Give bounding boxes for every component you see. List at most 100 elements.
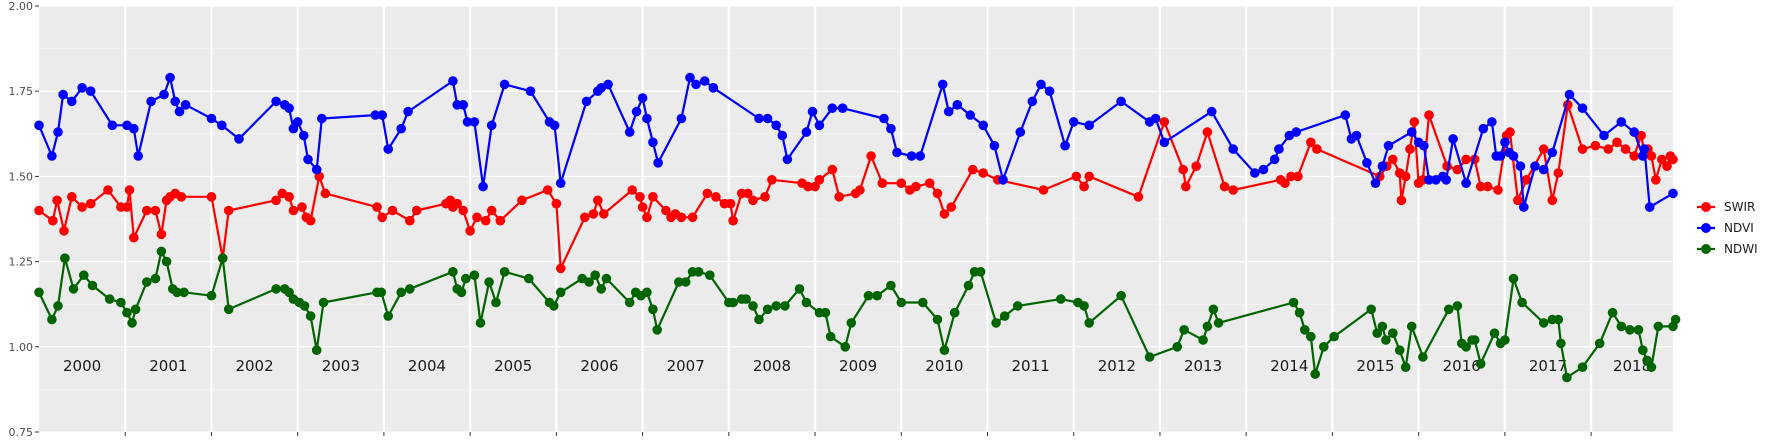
year-label: 2011 <box>1012 357 1050 375</box>
ndvi-point <box>129 123 139 134</box>
ndvi-point <box>886 123 896 134</box>
swir-point <box>687 212 698 223</box>
ndvi-point <box>906 151 917 161</box>
ndwi-point <box>456 287 467 298</box>
ndvi-point <box>1084 120 1094 131</box>
ndvi-point <box>107 120 118 131</box>
ndwi-point <box>1306 331 1316 342</box>
swir-point <box>637 202 648 212</box>
ndwi-point <box>1475 359 1486 369</box>
swir-point <box>223 205 234 216</box>
ndvi-point <box>34 120 44 131</box>
ndwi-point <box>963 280 974 291</box>
ndwi-point <box>820 307 831 318</box>
ndvi-point <box>827 103 838 113</box>
ndvi-point <box>1495 151 1506 161</box>
year-label: 2016 <box>1443 357 1481 375</box>
swir-point <box>52 195 62 206</box>
ndwi-point <box>1400 362 1411 373</box>
swir-point <box>176 192 187 202</box>
swir-point <box>372 202 382 212</box>
ndvi-point <box>1577 103 1588 113</box>
ndvi-point <box>1150 113 1161 124</box>
ndwi-point <box>122 307 132 318</box>
ndvi-point <box>699 76 710 86</box>
year-label: 2001 <box>149 357 187 375</box>
ndwi-point <box>116 297 126 308</box>
ndvi-point <box>1487 117 1497 127</box>
ndwi-point <box>127 318 137 328</box>
ndvi-point <box>1036 79 1046 90</box>
swir-point <box>1219 181 1230 192</box>
ndvi-point <box>462 117 473 127</box>
ndwi-point <box>318 297 329 308</box>
swir-point <box>866 151 876 161</box>
swir-point <box>1409 117 1420 127</box>
ndwi-point <box>1381 335 1391 345</box>
ndwi-point <box>1670 314 1681 325</box>
swir-point <box>1071 171 1082 182</box>
ndvi-point <box>85 86 96 96</box>
ndwi-point <box>1638 345 1648 356</box>
y-axis: 0.75 1.00 1.25 1.50 1.75 2.00 <box>9 0 39 439</box>
swir-point <box>305 215 316 226</box>
ndvi-point <box>624 127 635 137</box>
year-label: 2002 <box>235 357 273 375</box>
ndvi-point <box>1639 144 1650 154</box>
ndwi-point <box>217 253 228 263</box>
swir-point <box>803 181 813 192</box>
ndvi-point <box>653 158 663 168</box>
ndwi-point <box>1444 304 1454 315</box>
ndwi-point <box>780 301 790 311</box>
ndvi-point <box>782 154 793 165</box>
ndwi-point <box>1607 307 1618 318</box>
y-tick-label: 1.75 <box>9 85 34 98</box>
swir-point <box>1493 185 1503 195</box>
legend-label: SWIR <box>1724 200 1755 214</box>
ndvi-point <box>1250 168 1260 178</box>
ndvi-point <box>377 110 388 120</box>
ndwi-point <box>60 253 70 263</box>
swir-point <box>1521 175 1532 185</box>
ndwi-point <box>1116 290 1126 301</box>
swir-point <box>1202 127 1213 137</box>
ndwi-point <box>794 284 805 294</box>
swir-point <box>48 215 58 226</box>
ndvi-point <box>937 79 948 90</box>
swir-point <box>495 215 506 226</box>
ndwi-point <box>1406 321 1417 332</box>
year-label: 2000 <box>63 357 101 375</box>
ndvi-point <box>1116 96 1126 107</box>
ndwi-point <box>741 294 751 304</box>
swir-point <box>1079 181 1089 192</box>
ndvi-point <box>807 106 818 117</box>
legend-item-ndwi: NDWI <box>1697 242 1758 256</box>
ndwi-point <box>728 297 738 308</box>
ndwi-point <box>68 284 79 294</box>
swir-point <box>827 164 838 175</box>
swir-point <box>1038 185 1049 195</box>
ndvi-point <box>1547 147 1558 158</box>
swir-point <box>627 185 637 195</box>
ndvi-point <box>978 120 988 131</box>
swir-point <box>1505 127 1515 137</box>
ndwi-point <box>104 294 115 304</box>
ndwi-point <box>1553 314 1564 325</box>
ndwi-point <box>1394 345 1405 356</box>
ndvi-point <box>915 151 925 161</box>
ndvi-point <box>1027 96 1038 107</box>
ndvi-point <box>1538 164 1549 175</box>
ndvi-point <box>458 100 469 110</box>
swir-point <box>1668 154 1678 165</box>
ndvi-point <box>1406 127 1417 137</box>
ndwi-point <box>1616 321 1627 332</box>
swir-point <box>911 181 921 192</box>
ndwi-point <box>461 273 471 284</box>
swir-point <box>1662 161 1672 171</box>
ndvi-point <box>1500 137 1510 148</box>
swir-point <box>465 226 475 236</box>
ndvi-point <box>1044 86 1055 96</box>
swir-point <box>1405 144 1415 154</box>
ndvi-point <box>1159 137 1170 148</box>
ndwi-point <box>748 301 758 311</box>
